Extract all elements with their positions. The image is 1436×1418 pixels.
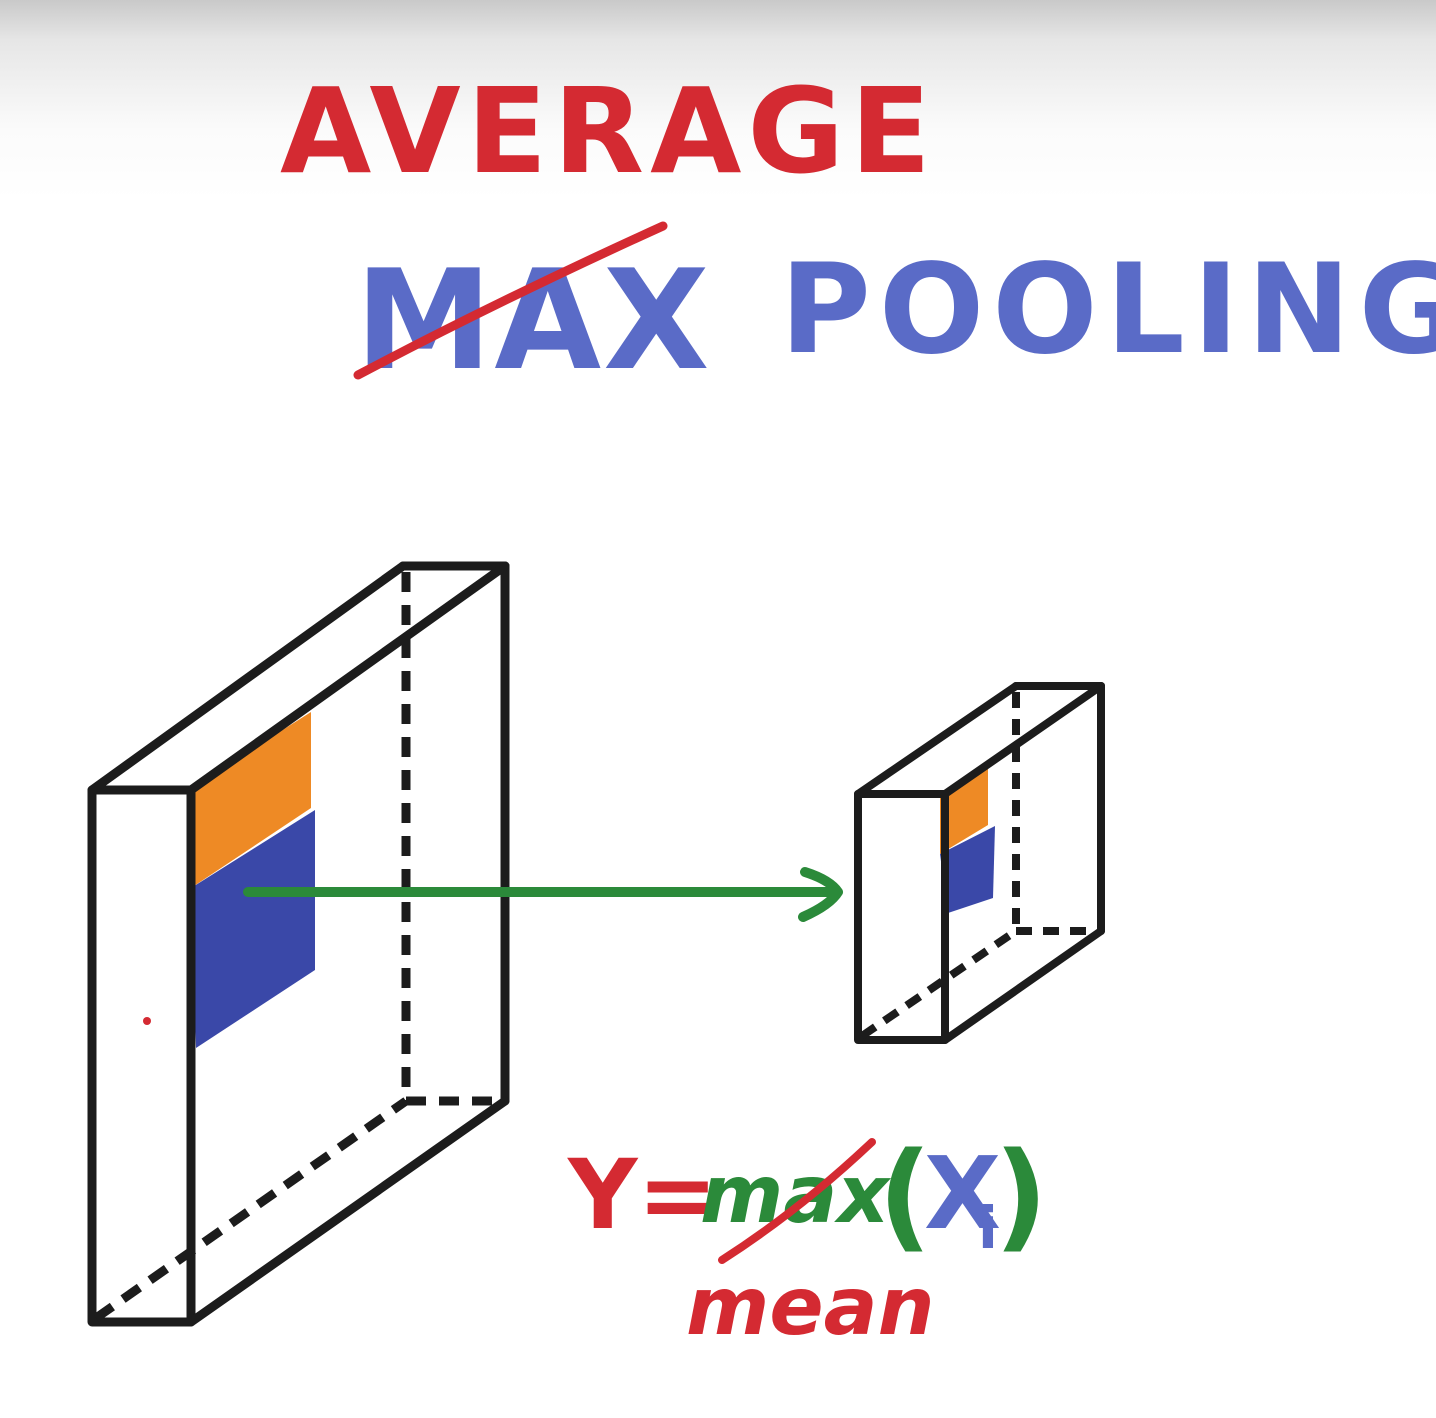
input-feature-volume: [87, 561, 510, 1327]
red-dot: [143, 1017, 151, 1025]
arrow-head: [798, 867, 843, 922]
input-top-right-edge: [186, 561, 510, 795]
input-front-face: [87, 785, 196, 1327]
input-top-left-edge: [87, 561, 408, 795]
formula-open-paren: (: [878, 1126, 932, 1264]
output-bottom-right-edge: [941, 927, 1105, 1044]
input-patch-orange: [191, 712, 311, 888]
formula-lhs: Y=: [567, 1139, 718, 1251]
function-strikethrough-line: [718, 1138, 876, 1264]
pooling-label: POOLING: [780, 238, 1436, 382]
max-strikethrough-line: [353, 221, 668, 380]
input-bottom-right-edge: [186, 1096, 510, 1327]
output-feature-volume: [854, 682, 1105, 1044]
input-patch-blue: [191, 810, 315, 1048]
max-label: MAX: [355, 240, 712, 401]
pooling-arrow: [243, 867, 843, 922]
pooling-formula: Y= max ( X i ) mean: [567, 1126, 1048, 1353]
formula-close-paren: ): [994, 1126, 1048, 1264]
output-top-left-edge: [854, 682, 1020, 798]
output-hidden-diagonal-edge: [859, 927, 1019, 1040]
formula-arg: X: [924, 1135, 1001, 1252]
output-front-face: [854, 790, 949, 1044]
formula-replacement-function: mean: [686, 1260, 935, 1353]
formula-struck-function: max: [700, 1148, 891, 1241]
input-hidden-diagonal-edge: [93, 1097, 409, 1322]
formula-arg-subscript: i: [978, 1194, 998, 1262]
output-cell-blue: [940, 826, 995, 913]
output-top-right-edge: [941, 682, 1105, 798]
average-label: AVERAGE: [280, 62, 937, 200]
